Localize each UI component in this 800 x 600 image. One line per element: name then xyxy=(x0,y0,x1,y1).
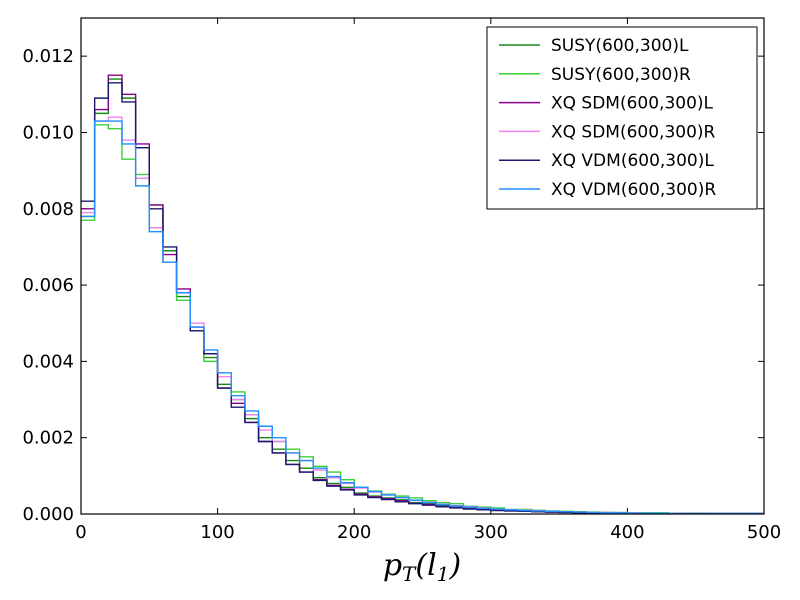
y-tick-labels: 0.000 0.002 0.004 0.006 0.008 0.010 0.012 xyxy=(22,46,74,525)
x-tick-label-1: 100 xyxy=(200,522,234,543)
legend-label-susy-600-300-l: SUSY(600,300)L xyxy=(551,36,689,56)
y-tick-label-0: 0.000 xyxy=(22,504,74,525)
x-tick-label-3: 300 xyxy=(474,522,508,543)
legend-label-xq-vdm-600-300-l: XQ VDM(600,300)L xyxy=(551,151,714,171)
x-tick-labels: 0 100 200 300 400 500 xyxy=(75,522,781,543)
x-tick-label-4: 400 xyxy=(610,522,644,543)
plot-frame xyxy=(80,17,765,515)
legend-label-xq-vdm-600-300-r: XQ VDM(600,300)R xyxy=(551,180,716,200)
y-tick-label-4: 0.008 xyxy=(22,199,74,220)
legend-label-xq-sdm-600-300-l: XQ SDM(600,300)L xyxy=(551,94,714,114)
x-tick-label-2: 200 xyxy=(337,522,371,543)
x-tick-label-0: 0 xyxy=(75,522,86,543)
legend-label-susy-600-300-r: SUSY(600,300)R xyxy=(551,65,691,85)
legend: SUSY(600,300)L SUSY(600,300)R XQ SDM(600,3… xyxy=(486,26,758,210)
y-tick-label-1: 0.002 xyxy=(22,428,74,449)
legend-label-xq-sdm-600-300-r: XQ SDM(600,300)R xyxy=(551,122,716,142)
y-tick-label-6: 0.012 xyxy=(22,46,74,67)
legend-box xyxy=(486,26,758,210)
series-layer xyxy=(81,74,764,515)
legend-entries: SUSY(600,300)L SUSY(600,300)R XQ SDM(600,3… xyxy=(499,36,716,200)
y-tick-label-3: 0.006 xyxy=(22,275,74,296)
x-tick-label-5: 500 xyxy=(747,522,781,543)
y-tick-label-5: 0.010 xyxy=(22,122,74,143)
x-axis-title: pT(l1) xyxy=(383,548,461,586)
y-tick-label-2: 0.004 xyxy=(22,351,74,372)
series-xq-vdm-600-300-r xyxy=(81,120,764,515)
